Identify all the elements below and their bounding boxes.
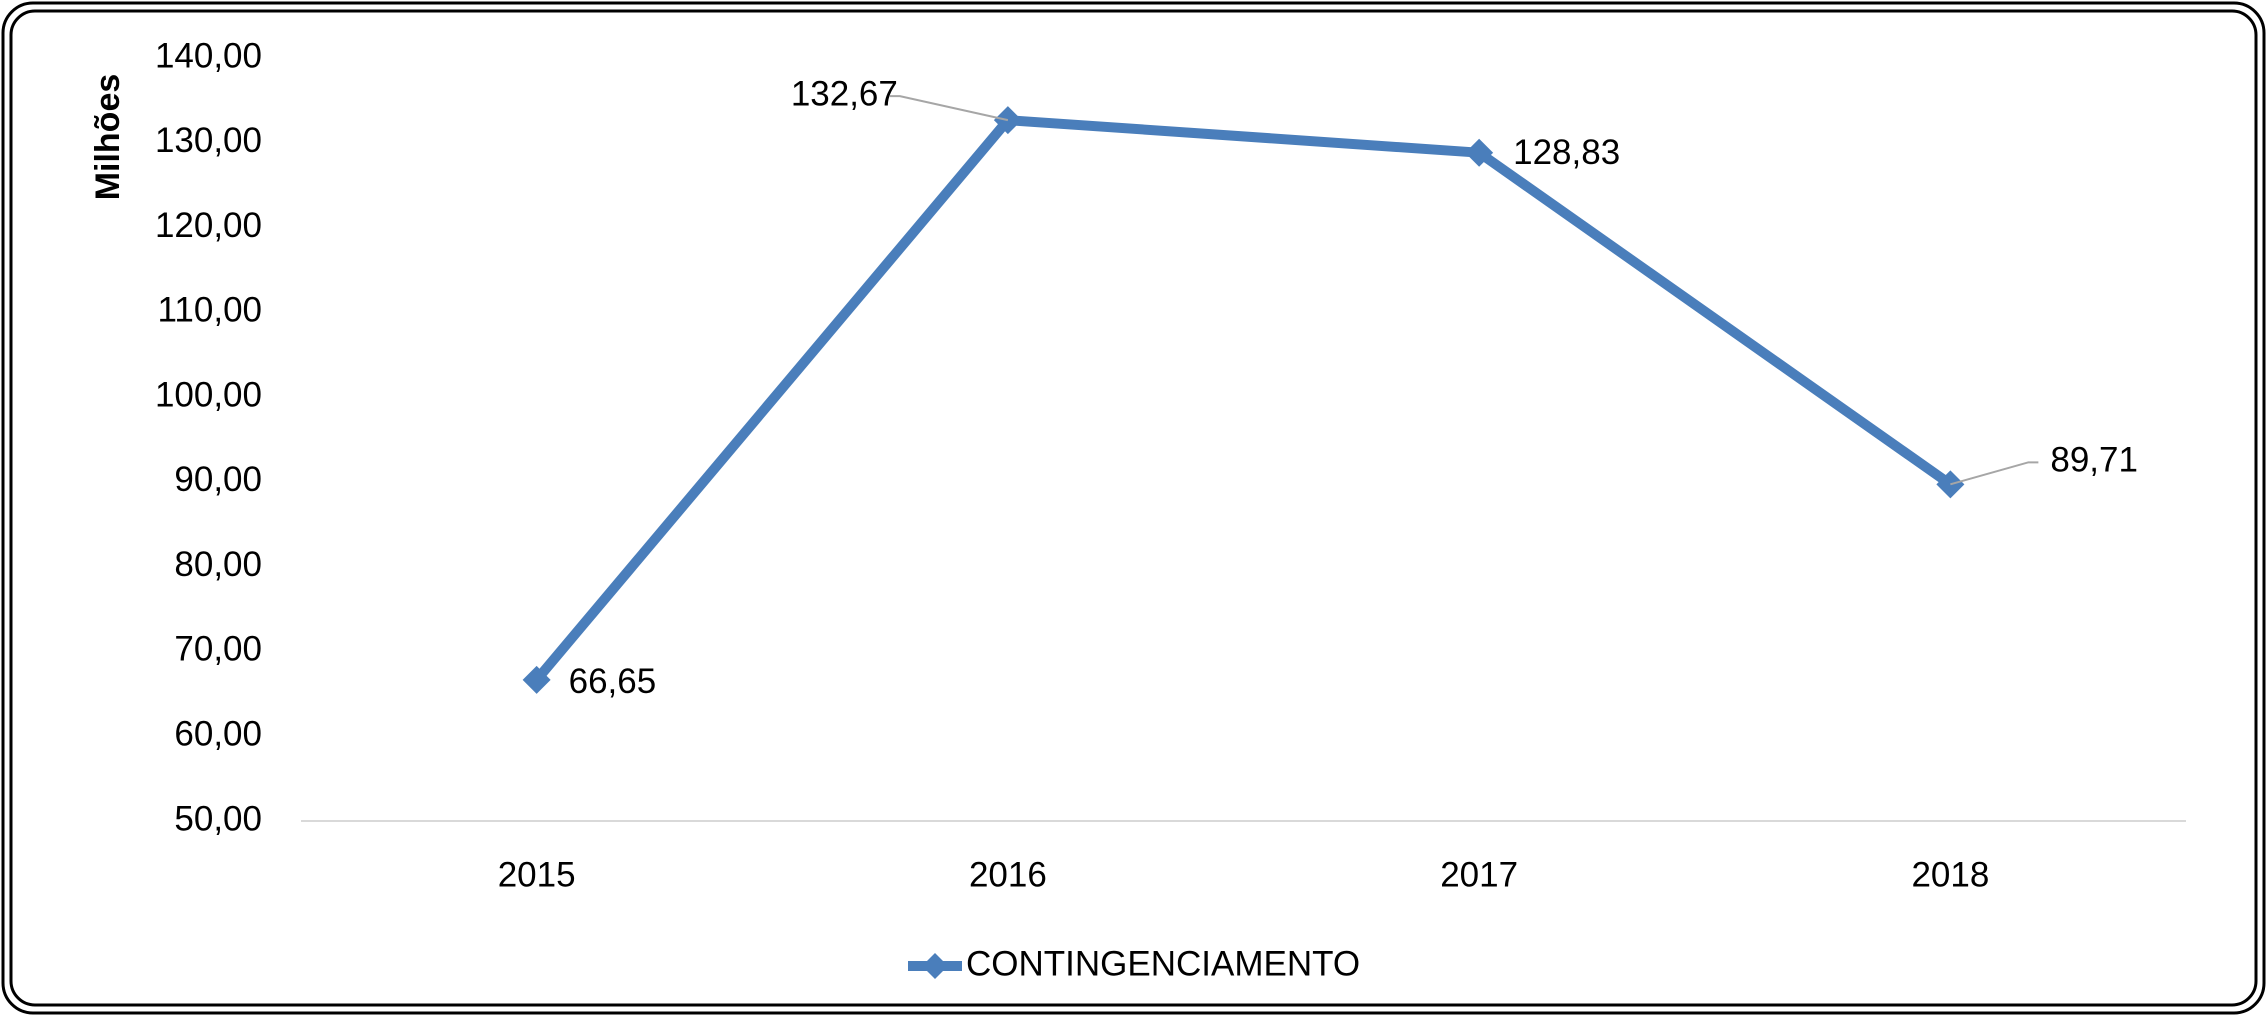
- y-tick-label: 50,00: [174, 799, 262, 838]
- y-tick-label: 80,00: [174, 545, 262, 584]
- label-leader: [889, 95, 1009, 122]
- y-tick-label: 90,00: [174, 460, 262, 499]
- series-line: [532, 115, 1954, 684]
- data-label: 128,83: [1513, 133, 1620, 172]
- data-point: [522, 665, 551, 694]
- label-leader: [1950, 461, 2039, 486]
- data-label: 89,71: [2050, 441, 2138, 480]
- y-tick-label: 120,00: [155, 206, 262, 245]
- y-tick-label: 70,00: [174, 630, 262, 669]
- x-tick-label: 2016: [969, 855, 1047, 894]
- data-point: [1465, 138, 1494, 167]
- legend-label: CONTINGENCIAMENTO: [966, 944, 1360, 983]
- y-tick-label: 100,00: [155, 375, 262, 414]
- y-tick-label: 140,00: [155, 36, 262, 75]
- data-label: 66,65: [569, 662, 657, 701]
- data-label: 132,67: [791, 74, 898, 113]
- x-tick-label: 2017: [1440, 855, 1518, 894]
- x-tick-label: 2015: [498, 855, 576, 894]
- y-axis-title: Milhões: [89, 74, 127, 201]
- x-tick-label: 2018: [1911, 855, 1989, 894]
- y-tick-label: 110,00: [158, 291, 262, 330]
- y-tick-label: 60,00: [174, 714, 262, 753]
- y-tick-label: 130,00: [155, 121, 262, 160]
- inner-frame: [9, 9, 2258, 1007]
- legend-marker: [922, 953, 948, 979]
